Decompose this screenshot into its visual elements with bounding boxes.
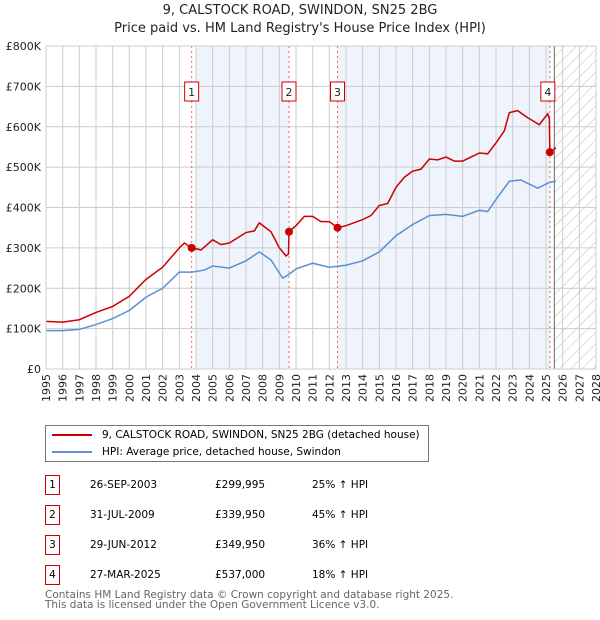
x-tick-label: 2018 <box>423 374 436 402</box>
sale-point <box>285 227 293 236</box>
x-tick-label: 2022 <box>490 374 503 402</box>
x-tick-label: 2010 <box>290 374 303 402</box>
sale-label-box <box>281 81 297 102</box>
x-tick-label: 2026 <box>557 374 570 402</box>
sale-price: £349,950 <box>215 539 266 551</box>
x-tick-label: 2007 <box>240 374 253 402</box>
legend-blue-line <box>52 451 92 453</box>
y-tick-label: £0 <box>27 363 41 376</box>
hpi-line <box>46 179 557 332</box>
x-tick-label: 1999 <box>107 374 120 402</box>
sale-number: 1 <box>45 475 60 495</box>
x-tick-label: 2021 <box>473 374 486 402</box>
sale-label: 3 <box>334 86 341 99</box>
x-tick-label: 2016 <box>390 374 403 402</box>
chart-subtitle: Price paid vs. HM Land Registry's House … <box>114 21 486 36</box>
sale-hpi: 25% ↑ HPI <box>312 479 369 491</box>
sale-row: 3 29-JUN-2012 £349,950 36% ↑ HPI <box>45 535 445 555</box>
y-tick-label: £200K <box>6 282 42 295</box>
x-tick-label: 2025 <box>540 374 553 402</box>
x-tick-label: 2012 <box>323 374 336 402</box>
sale-hpi: 45% ↑ HPI <box>312 509 369 521</box>
sale-date: 29-JUN-2012 <box>90 539 157 551</box>
sale-row: 4 27-MAR-2025 £537,000 18% ↑ HPI <box>45 565 445 585</box>
footer-line: Contains HM Land Registry data © Crown c… <box>45 589 454 601</box>
sale-number: 3 <box>45 535 60 555</box>
y-tick-label: £300K <box>6 242 42 255</box>
x-tick-label: 2020 <box>457 374 470 402</box>
footer-line: This data is licensed under the Open Gov… <box>45 599 380 611</box>
sale-number: 2 <box>45 505 60 525</box>
y-tick-label: £500K <box>6 161 42 174</box>
sale-date: 31-JUL-2009 <box>90 509 155 521</box>
sale-hpi: 18% ↑ HPI <box>312 569 369 581</box>
plot-frame <box>45 45 597 370</box>
y-tick-label: £600K <box>6 121 42 134</box>
sale-price: £339,950 <box>215 509 266 521</box>
x-tick-label: 2008 <box>257 374 270 402</box>
legend: 9, CALSTOCK ROAD, SWINDON, SN25 2BG (det… <box>45 425 429 462</box>
x-tick-label: 2011 <box>307 374 320 402</box>
sale-date: 26-SEP-2003 <box>90 479 158 491</box>
legend-property: 9, CALSTOCK ROAD, SWINDON, SN25 2BG (det… <box>102 429 420 441</box>
sale-label: 4 <box>544 86 551 99</box>
y-tick-label: £400K <box>6 202 42 215</box>
x-tick-label: 2017 <box>407 374 420 402</box>
y-tick-label: £700K <box>6 80 42 93</box>
sale-label: 2 <box>286 86 293 99</box>
x-tick-label: 2009 <box>273 374 286 402</box>
sale-price: £537,000 <box>215 569 266 581</box>
x-tick-label: 2004 <box>190 374 203 402</box>
sale-label-box <box>330 81 345 102</box>
x-tick-label: 2006 <box>223 374 236 402</box>
sale-row: 1 26-SEP-2003 £299,995 25% ↑ HPI <box>45 475 445 495</box>
x-tick-label: 2002 <box>157 374 170 402</box>
sale-point <box>333 223 342 232</box>
x-tick-label: 2013 <box>340 374 353 402</box>
sale-row: 2 31-JUL-2009 £339,950 45% ↑ HPI <box>45 505 445 525</box>
x-tick-label: 1996 <box>57 374 70 402</box>
x-tick-label: 2028 <box>590 374 600 402</box>
sale-point <box>545 148 554 157</box>
x-tick-label: 2023 <box>507 374 520 402</box>
sale-hpi: 36% ↑ HPI <box>312 539 369 551</box>
y-tick-label: £800K <box>6 40 42 53</box>
legend-hpi: HPI: Average price, detached house, Swin… <box>102 446 341 458</box>
y-tick-label: £100K <box>6 323 42 336</box>
x-tick-label: 2024 <box>523 374 536 402</box>
x-tick-label: 2027 <box>573 374 586 402</box>
property-price-line <box>45 109 557 323</box>
x-tick-label: 1997 <box>73 374 86 402</box>
legend-red-line <box>52 434 92 436</box>
footer: Contains HM Land Registry data © Crown c… <box>45 589 454 611</box>
x-tick-label: 1995 <box>40 374 53 402</box>
x-tick-label: 2014 <box>357 374 370 402</box>
x-tick-label: 2001 <box>140 374 153 402</box>
chart-title: 9, CALSTOCK ROAD, SWINDON, SN25 2BG <box>162 3 438 18</box>
sale-date: 27-MAR-2025 <box>90 569 161 581</box>
x-tick-label: 2015 <box>373 374 386 402</box>
x-tick-label: 2005 <box>207 374 220 402</box>
x-tick-label: 2003 <box>173 374 186 402</box>
x-tick-label: 2019 <box>440 374 453 402</box>
x-tick-label: 2000 <box>123 374 136 402</box>
sale-price: £299,995 <box>215 479 266 491</box>
sale-point <box>187 243 196 252</box>
sale-number: 4 <box>45 565 60 585</box>
x-tick-label: 1998 <box>90 374 103 402</box>
sale-label: 1 <box>188 86 195 99</box>
price-chart: 1995 1996 1997 1998 1999 2000 2001 2002 2003 2004… <box>6 40 600 402</box>
sale-label-box <box>184 81 200 102</box>
sale-label-box <box>540 81 556 102</box>
